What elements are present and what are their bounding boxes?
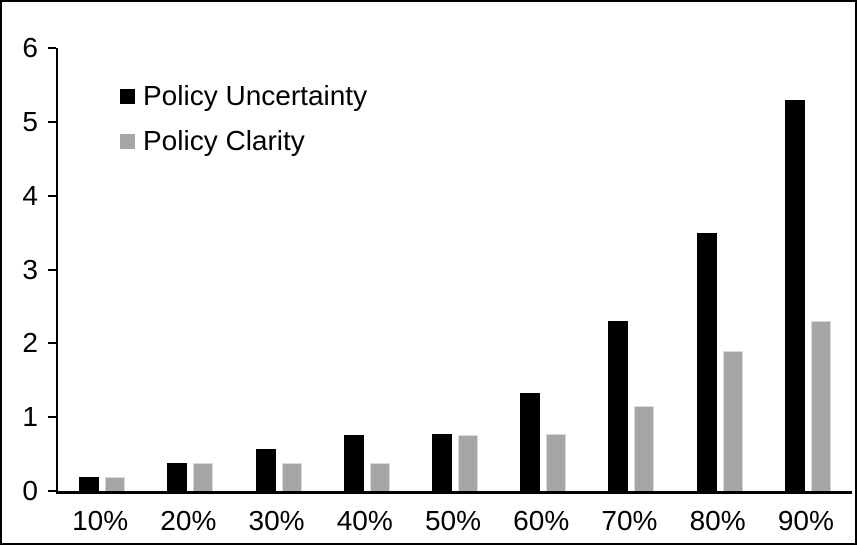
y-tick-0 — [48, 490, 56, 492]
bar-policy-clarity-80% — [722, 350, 743, 491]
legend: Policy Uncertainty Policy Clarity — [120, 80, 368, 171]
y-tick-4 — [48, 194, 56, 197]
y-tick-6 — [48, 47, 56, 49]
category-group-70% — [587, 48, 675, 491]
legend-swatch-policy-clarity — [120, 133, 135, 149]
bar-policy-uncertainty-70% — [608, 321, 629, 491]
category-group-20% — [146, 48, 234, 491]
bar-policy-clarity-50% — [457, 434, 478, 491]
bar-policy-clarity-70% — [634, 406, 655, 491]
bar-policy-uncertainty-60% — [520, 392, 541, 491]
category-group-80% — [676, 48, 764, 491]
x-tick-label-50%: 50% — [424, 505, 481, 536]
y-tick-2 — [48, 342, 56, 345]
y-tick-label-4: 4 — [22, 179, 38, 211]
y-tick-3 — [48, 268, 56, 271]
y-tick-label-5: 5 — [22, 105, 38, 137]
x-tick-label-10%: 10% — [72, 505, 129, 536]
y-tick-1 — [48, 416, 56, 419]
x-tick-label-60%: 60% — [513, 505, 570, 536]
y-tick-label-6: 6 — [22, 32, 38, 63]
x-tick-label-30%: 30% — [248, 505, 305, 536]
x-tick-label-20%: 20% — [160, 505, 217, 536]
legend-label-policy-clarity: Policy Clarity — [143, 125, 305, 156]
legend-item-policy-uncertainty: Policy Uncertainty — [120, 80, 368, 111]
y-tick-label-1: 1 — [22, 401, 38, 433]
bar-policy-uncertainty-10% — [79, 476, 100, 491]
x-tick-label-80%: 80% — [689, 505, 746, 536]
bar-policy-uncertainty-80% — [696, 232, 717, 491]
y-tick-label-2: 2 — [22, 327, 38, 359]
y-tick-5 — [48, 120, 56, 123]
bar-policy-clarity-60% — [546, 434, 567, 491]
legend-item-policy-clarity: Policy Clarity — [120, 125, 367, 156]
bar-policy-uncertainty-50% — [431, 434, 452, 491]
category-group-50% — [411, 48, 499, 491]
category-group-40% — [323, 48, 411, 491]
bar-policy-uncertainty-90% — [784, 99, 805, 491]
bar-policy-clarity-30% — [281, 462, 302, 491]
legend-label-policy-uncertainty: Policy Uncertainty — [143, 80, 368, 111]
category-group-90% — [764, 48, 852, 491]
x-tick-label-70%: 70% — [601, 505, 658, 536]
x-tick-label-90%: 90% — [777, 505, 834, 536]
x-tick-label-40%: 40% — [336, 505, 393, 536]
bar-policy-uncertainty-20% — [167, 462, 188, 491]
x-axis-labels: 10% 20% 30% 40% 50% 60% 70% 80% 90% — [56, 505, 850, 537]
y-tick-label-3: 3 — [22, 253, 38, 285]
bar-policy-clarity-40% — [369, 462, 390, 491]
legend-swatch-policy-uncertainty — [120, 88, 135, 104]
category-group-60% — [499, 48, 587, 491]
bar-policy-clarity-10% — [105, 476, 126, 491]
bar-policy-clarity-20% — [193, 462, 214, 491]
bar-policy-clarity-90% — [810, 321, 831, 491]
y-tick-label-0: 0 — [22, 475, 38, 506]
bar-policy-uncertainty-40% — [343, 434, 364, 491]
plot-area — [56, 48, 852, 494]
category-group-30% — [234, 48, 322, 491]
category-group-10% — [58, 48, 146, 491]
bar-policy-uncertainty-30% — [255, 448, 276, 491]
